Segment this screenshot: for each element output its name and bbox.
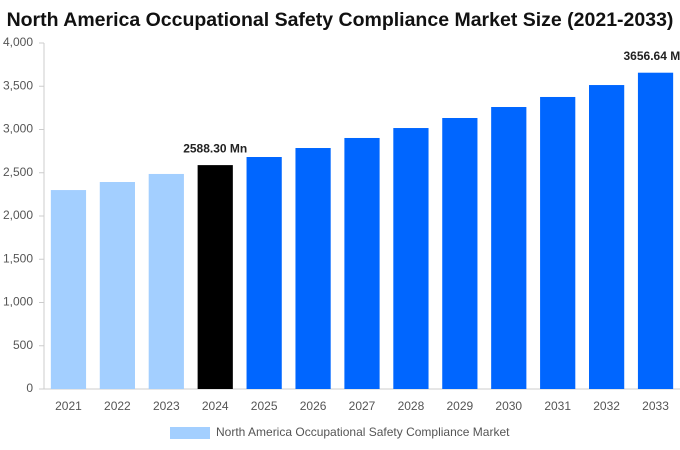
bar [295,148,331,389]
bar [589,85,625,389]
bar [148,173,184,389]
y-tick-label: 1,000 [3,295,33,309]
x-tick-label: 2024 [202,399,229,413]
x-tick-label: 2023 [153,399,180,413]
x-tick-label: 2031 [544,399,571,413]
x-tick-label: 2030 [495,399,522,413]
bar [197,165,233,389]
x-tick-label: 2022 [104,399,131,413]
legend-swatch [170,427,210,439]
bar [246,157,282,389]
bar [540,96,576,389]
bar [50,190,87,389]
bar [442,117,478,390]
y-tick-label: 3,500 [3,78,33,92]
data-label: 2588.30 Mn [183,141,247,155]
y-tick-label: 3,000 [3,122,33,136]
data-label: 3656.64 Mn [624,49,680,63]
x-tick-label: 2025 [251,399,278,413]
x-tick-label: 2027 [349,399,376,413]
y-tick-label: 2,500 [3,165,33,179]
x-tick-label: 2021 [55,399,82,413]
x-tick-label: 2028 [398,399,425,413]
x-tick-label: 2032 [593,399,620,413]
x-tick-label: 2033 [642,399,669,413]
bar [344,137,380,389]
y-tick-label: 0 [26,381,33,395]
bar [491,107,527,389]
chart-title: North America Occupational Safety Compli… [7,9,674,31]
y-tick-label: 500 [13,338,33,352]
x-tick-label: 2026 [300,399,327,413]
y-tick-label: 1,500 [3,251,33,265]
x-tick-label: 2029 [446,399,473,413]
bar [637,72,674,390]
y-tick-label: 4,000 [3,35,33,49]
legend-label: North America Occupational Safety Compli… [216,425,510,439]
bar [99,182,135,389]
y-tick-label: 2,000 [3,208,33,222]
bar [393,128,429,390]
